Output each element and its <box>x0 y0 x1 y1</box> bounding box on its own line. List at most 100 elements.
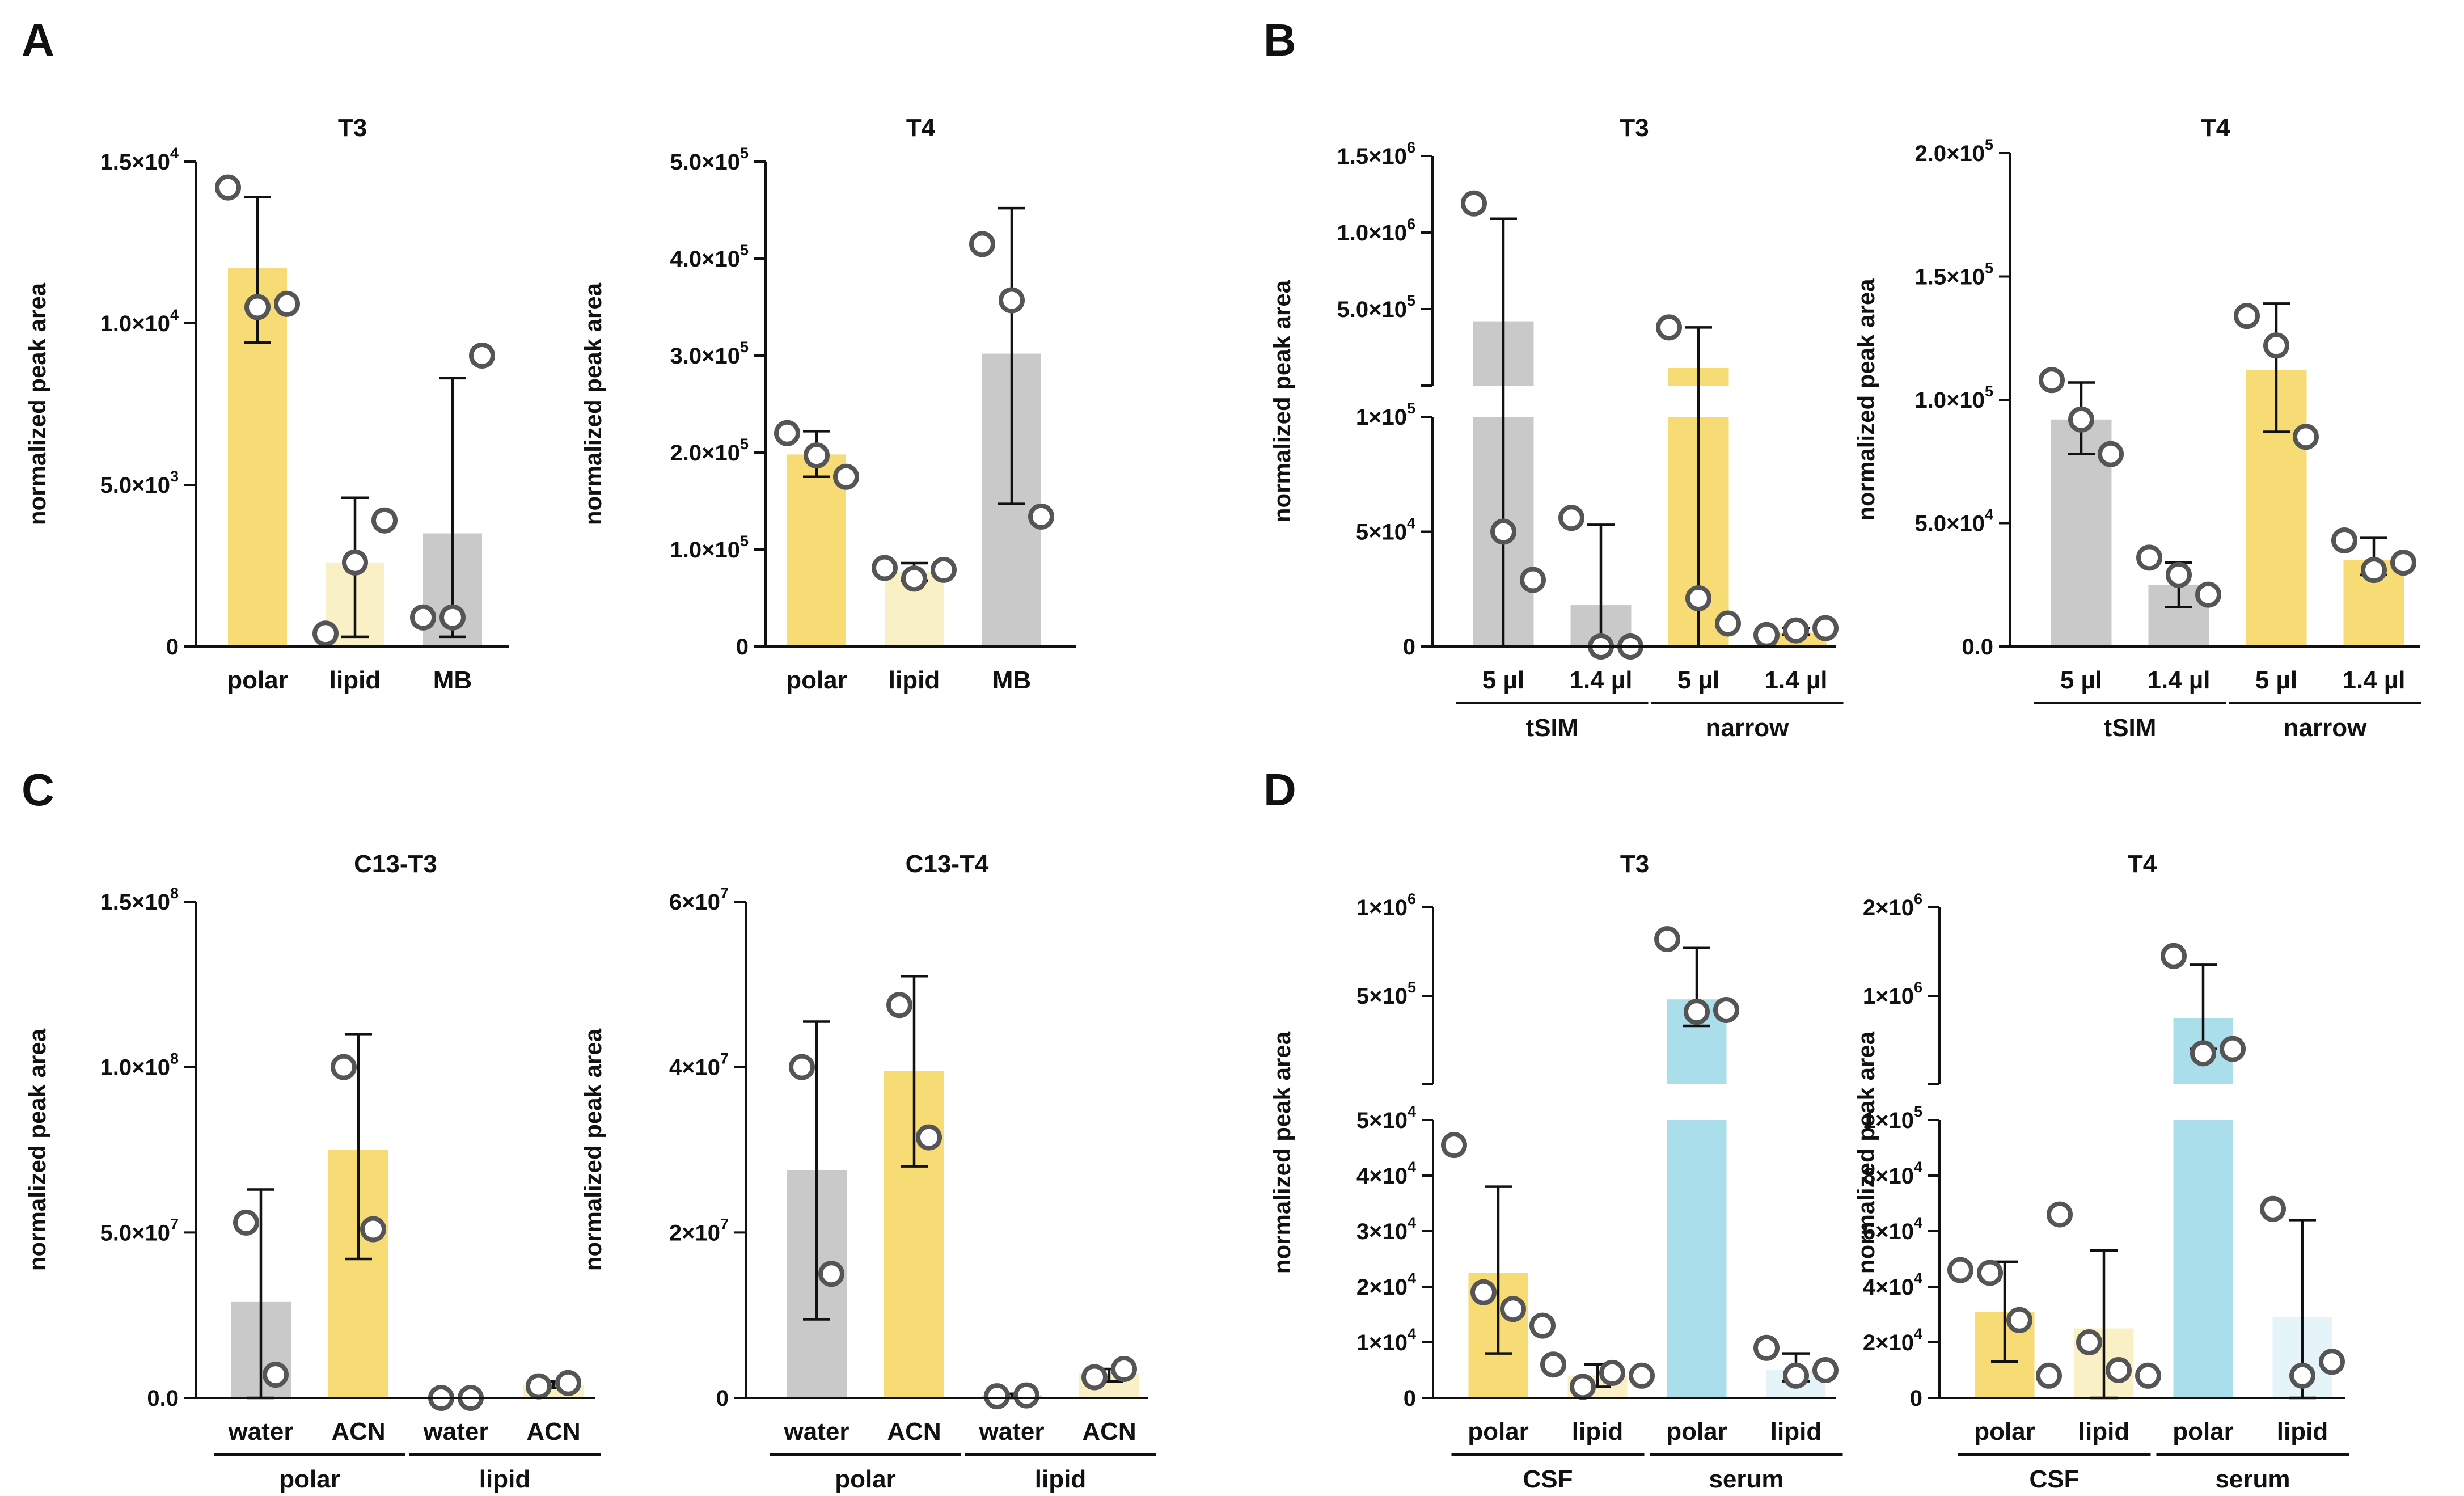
y-tick-label: 2.0×105 <box>670 436 749 466</box>
group-label: tSIM <box>2104 714 2157 742</box>
x-tick-label: water <box>423 1418 489 1446</box>
data-point <box>969 231 995 257</box>
bar-group <box>1656 314 1741 648</box>
y-tick-mantissa: 1.5×10 <box>100 150 170 175</box>
bar-group <box>1753 615 1839 648</box>
y-tick-label: 1.5×104 <box>100 145 179 175</box>
x-tick-label: MB <box>433 666 472 694</box>
data-point <box>833 463 859 490</box>
data-point <box>1715 610 1741 637</box>
chart-title: C13-T3 <box>354 850 437 878</box>
bar-group <box>982 1382 1042 1410</box>
data-point <box>999 287 1025 314</box>
y-tick-label: 1×106 <box>1356 890 1416 920</box>
bar <box>2173 1120 2233 1398</box>
y-axis-label: normalized peak area <box>580 1028 606 1271</box>
bar-group <box>1540 1351 1655 1400</box>
y-tick-mantissa: 5×10 <box>1356 984 1408 1009</box>
y-tick-label: 1.5×105 <box>1915 260 1994 290</box>
bar-group <box>1558 505 1643 660</box>
y-tick-label: 5×105 <box>1356 979 1416 1009</box>
y-tick-label: 1.0×106 <box>1337 215 1416 246</box>
y-tick-exponent: 5 <box>1985 383 1993 400</box>
bar-group <box>2039 367 2124 646</box>
y-tick-exponent: 5 <box>740 242 749 259</box>
y-tick-exponent: 4 <box>1407 515 1415 532</box>
y-tick-mantissa: 1.0×10 <box>100 1055 170 1080</box>
y-tick-label: 1.5×108 <box>100 885 179 915</box>
bar-group <box>787 1020 847 1398</box>
bar-group <box>2161 943 2246 1398</box>
y-tick-mantissa: 1.0×10 <box>100 311 170 336</box>
bar-group <box>969 206 1054 646</box>
y-tick-mantissa: 5.0×10 <box>670 150 740 175</box>
data-point <box>1520 567 1546 593</box>
y-tick-label: 0 <box>166 635 179 660</box>
x-tick-label: lipid <box>1572 1418 1623 1446</box>
data-point <box>2331 527 2357 553</box>
data-point <box>2039 367 2065 394</box>
y-tick-exponent: 4 <box>1408 1270 1416 1287</box>
y-tick-exponent: 3 <box>170 468 179 485</box>
group-label: polar <box>279 1465 340 1493</box>
data-point <box>931 556 957 583</box>
y-tick-mantissa: 6×10 <box>1863 1219 1914 1244</box>
data-point <box>2195 581 2221 608</box>
y-tick-label: 1×105 <box>1356 400 1415 430</box>
y-tick-exponent: 4 <box>1914 1270 1922 1287</box>
data-point <box>2166 561 2192 588</box>
y-tick-label: 4.0×105 <box>670 242 749 272</box>
y-tick-exponent: 5 <box>1985 136 1993 153</box>
y-tick-exponent: 7 <box>720 885 729 902</box>
panel-label-d: D <box>1263 764 1296 815</box>
bar <box>1667 1120 1727 1398</box>
y-axis-label: normalized peak area <box>24 282 50 525</box>
bar <box>787 454 846 646</box>
data-point <box>1753 1334 1780 1361</box>
y-tick-mantissa: 5.0×10 <box>1337 297 1407 322</box>
x-tick-label: polar <box>1666 1418 1727 1446</box>
y-tick-exponent: 7 <box>720 1050 729 1067</box>
bar-group <box>215 174 300 647</box>
y-tick-exponent: 6 <box>1408 890 1416 907</box>
y-tick-mantissa: 1.5×10 <box>100 890 170 915</box>
data-point <box>1812 1357 1839 1383</box>
data-point <box>901 565 927 592</box>
y-tick-label: 4×104 <box>1863 1270 1922 1300</box>
data-point <box>1441 1132 1467 1159</box>
data-point <box>312 620 339 647</box>
y-tick-label: 6×104 <box>1863 1214 1922 1244</box>
y-tick-exponent: 7 <box>170 1215 179 1232</box>
data-point <box>233 1209 259 1236</box>
y-tick-exponent: 4 <box>1914 1214 1922 1231</box>
x-tick-label: 5 µl <box>1677 666 1719 694</box>
data-point <box>1783 1362 1809 1389</box>
y-tick-exponent: 6 <box>1914 979 1922 996</box>
y-tick-label: 5.0×105 <box>1337 292 1416 322</box>
y-tick-mantissa: 4×10 <box>1356 1164 1408 1189</box>
x-tick-label: 5 µl <box>1482 666 1524 694</box>
data-point <box>1461 190 1487 217</box>
data-point <box>1713 996 1739 1023</box>
data-point <box>2136 544 2162 571</box>
y-tick-label: 0 <box>1910 1386 1922 1411</box>
bar-group <box>410 343 495 646</box>
y-tick-mantissa: 1×10 <box>1356 895 1408 920</box>
data-point <box>2263 332 2289 359</box>
y-tick-exponent: 8 <box>170 1050 179 1067</box>
y-tick-exponent: 8 <box>170 885 179 902</box>
x-tick-label: ACN <box>1082 1418 1136 1446</box>
y-tick-mantissa: 2.0×10 <box>670 441 740 466</box>
x-tick-label: lipid <box>2078 1418 2129 1446</box>
bar-group <box>1753 1334 1839 1398</box>
x-tick-label: ACN <box>331 1418 385 1446</box>
bar-group <box>1079 1355 1139 1398</box>
data-point <box>1629 1362 1655 1389</box>
y-tick-exponent: 6 <box>1914 890 1922 907</box>
